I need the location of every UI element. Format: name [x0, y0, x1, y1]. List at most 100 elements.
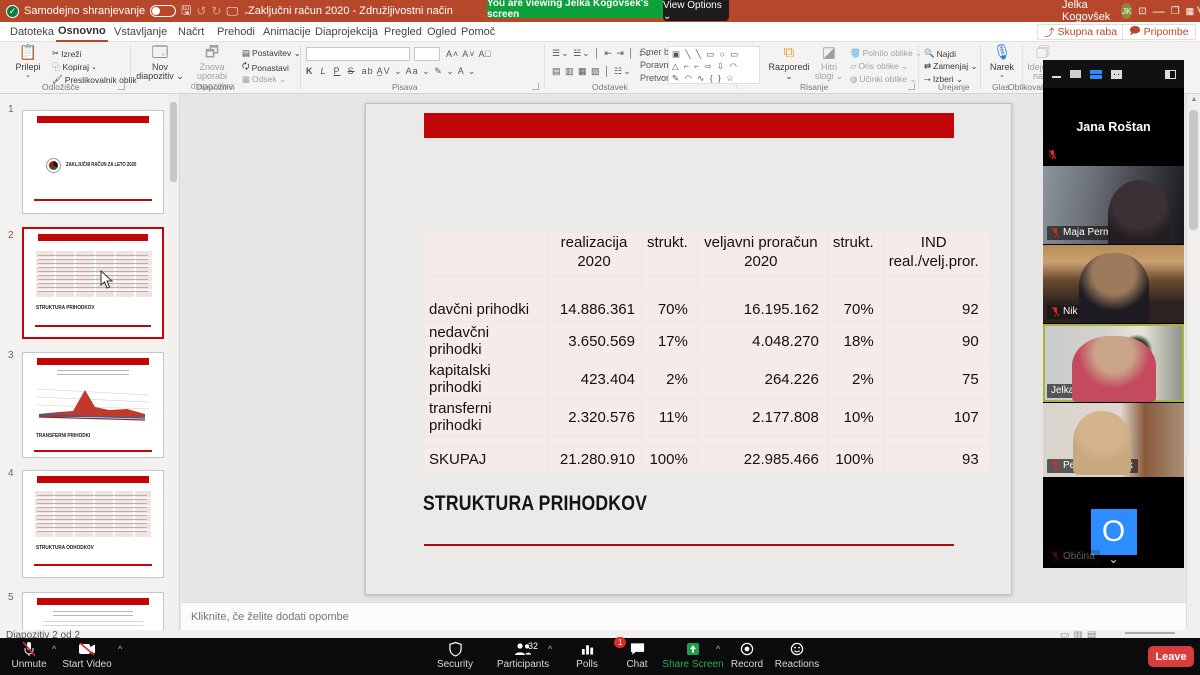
paragraph-align-buttons[interactable]: ▤ ▥ ▦ ▧ │ ☷⌄ — [552, 66, 632, 76]
view-switcher-icons[interactable]: ▭▥▤ — [1060, 630, 1101, 638]
restore-window-icon[interactable]: ❐ — [1170, 5, 1180, 17]
font-size-buttons[interactable]: A˄ A˅ A⃠ — [446, 49, 493, 59]
account-name[interactable]: Jelka Kogovšek — [1062, 0, 1111, 23]
share-button[interactable]: ⤴ Skupna raba — [1037, 24, 1125, 40]
strikethrough-button[interactable]: S — [347, 66, 355, 76]
shape-effects-button[interactable]: ◍ Učinki oblike ⌄ — [850, 74, 917, 84]
ribbon-options-icon[interactable]: ⊡ — [1138, 5, 1147, 17]
leave-button[interactable]: Leave — [1148, 646, 1194, 667]
paragraph-list-buttons[interactable]: ☰⌄ ☱⌄ │ ⇤ ⇥ │ ↕⌄ — [552, 48, 653, 58]
account-avatar[interactable]: JK — [1121, 3, 1133, 19]
slide-thumbnail-1[interactable]: ZAKLJUČNI RAČUN ZA LETO 2020 — [22, 110, 164, 214]
slide-thumbnail-2-selected[interactable]: STRUKTURA PRIHODKOV — [22, 227, 164, 339]
start-video-button[interactable]: Start Video — [52, 641, 122, 670]
tab-diaprojekcija[interactable]: Diaprojekcija — [315, 26, 378, 38]
scroll-up-icon[interactable]: ▲ — [1190, 96, 1198, 103]
drawing-dialog-launcher-icon[interactable] — [908, 83, 915, 90]
format-painter-button[interactable]: 🖌 Preslikovalnik oblik — [52, 74, 137, 85]
quick-access-chevron-icon[interactable]: ⌄ — [243, 6, 250, 16]
font-dialog-launcher-icon[interactable] — [532, 83, 539, 90]
tab-pomoc[interactable]: Pomoč — [461, 26, 496, 38]
participants-chevron-icon[interactable]: ^ — [548, 644, 553, 654]
italic-button[interactable]: L — [320, 66, 327, 76]
chat-button[interactable]: 1 Chat — [602, 637, 672, 670]
zoom-slider[interactable] — [1125, 632, 1175, 634]
participant-tile-active-speaker[interactable]: Jelka Kogovšek — [1043, 324, 1184, 402]
share-screen-button[interactable]: Share Screen — [658, 641, 728, 670]
reuse-slides-button[interactable]: 🗗 Znova uporabi diapozitive — [190, 44, 234, 92]
undo-icon[interactable]: ↺ — [196, 4, 207, 18]
participant-tile[interactable]: Maja Perme — [1043, 166, 1184, 244]
slide-thumbnail-5[interactable] — [22, 592, 164, 630]
participants-button[interactable]: Participants 32 — [496, 641, 550, 670]
select-button[interactable]: ⭢ Izberi ⌄ — [924, 74, 964, 84]
font-misc-buttons[interactable]: ab A̲V ⌄ Aa ⌄ ✎ ⌄ A ⌄ — [361, 66, 477, 76]
comments-button[interactable]: 🗩 Pripombe — [1122, 24, 1196, 40]
grid-view-icon[interactable] — [1111, 69, 1122, 79]
paragraph-group-label: Odstavek — [592, 82, 628, 92]
cut-button[interactable]: ✂ Izreži — [52, 48, 82, 59]
thumbnail-scrollbar[interactable] — [168, 94, 179, 630]
polls-button[interactable]: Polls — [552, 641, 622, 670]
slideshow-icon[interactable]: 🖵 — [226, 3, 239, 18]
record-button[interactable]: Record — [712, 641, 782, 670]
tab-osnovno[interactable]: Osnovno — [56, 22, 108, 42]
redo-icon[interactable]: ↻ — [211, 4, 222, 18]
tab-vstavljanje[interactable]: Vstavljanje — [114, 26, 168, 38]
copy-button[interactable]: ⿻ Kopiraj ⌄ — [52, 62, 97, 72]
video-options-chevron-icon[interactable]: ^ — [118, 644, 123, 654]
replace-button[interactable]: ⇄ Zamenjaj ⌄ — [924, 61, 978, 71]
minimize-window-icon[interactable]: — — [1152, 4, 1165, 18]
zoom-view-button[interactable]: ▦View — [1186, 5, 1200, 17]
tab-nacrt[interactable]: Načrt — [178, 26, 205, 38]
bold-button[interactable]: K — [306, 66, 314, 76]
tab-ogled[interactable]: Ogled — [427, 26, 457, 38]
unmute-button[interactable]: Unmute — [0, 641, 64, 670]
font-name-input[interactable] — [306, 47, 410, 61]
font-size-input[interactable] — [414, 47, 440, 61]
dictate-button[interactable]: 🎙 Narek ⌄ — [989, 44, 1014, 80]
find-button[interactable]: 🔍 Najdi — [924, 48, 956, 59]
tab-animacije[interactable]: Animacije — [263, 26, 311, 38]
arrange-button[interactable]: ⧉ Razporedi ⌄ — [768, 44, 810, 82]
view-options-dropdown[interactable]: View Options ⌄ — [663, 0, 729, 22]
autosave-toggle[interactable] — [150, 5, 177, 17]
speaker-view-icon[interactable] — [1070, 70, 1081, 78]
share-options-chevron-icon[interactable]: ^ — [716, 644, 721, 654]
underline-button[interactable]: P — [333, 66, 341, 76]
shape-fill-button[interactable]: 🪣 Polnilo oblike ⌄ — [850, 48, 923, 58]
shapes-gallery[interactable]: ▣ ╲ ╲ ▭ ○ ▭ △ ⌐ ⌐ ⇨ ⇩ ◠ ✎ ◠ ∿ { } ☆ — [668, 46, 760, 84]
new-slide-button[interactable]: 🗔 Nov diapozitiv ⌄ — [136, 44, 184, 82]
popout-icon[interactable] — [1165, 69, 1176, 79]
section-icon: ▦ — [242, 74, 251, 84]
video-off-icon — [79, 642, 95, 656]
save-icon[interactable]: 🖫 — [181, 2, 192, 17]
notes-placeholder[interactable]: Kliknite, če želite dodati opombe — [181, 602, 1186, 630]
gallery-view-icon[interactable] — [1090, 69, 1102, 79]
layout-button[interactable]: ▤ Postavitev ⌄ — [242, 48, 301, 58]
mic-options-chevron-icon[interactable]: ^ — [52, 644, 57, 654]
slide-thumbnail-4[interactable]: STRUKTURA ODHODKOV — [22, 470, 164, 578]
participant-tile[interactable]: Nik Gorišek — [1043, 245, 1184, 323]
tab-prehodi[interactable]: Prehodi — [217, 26, 255, 38]
reactions-button[interactable]: Reactions — [762, 641, 832, 670]
participant-tile[interactable]: Petra Zakrajšek — [1043, 403, 1184, 477]
slide-thumbnail-3[interactable]: TRANSFERNI PRIHODKI — [22, 352, 164, 458]
security-button[interactable]: Security — [420, 641, 490, 670]
minimize-panel-icon[interactable] — [1052, 71, 1061, 78]
slide-editing-surface[interactable]: realizacija 2020 strukt. veljavni prorač… — [365, 103, 1012, 595]
shape-outline-button[interactable]: ▱ Oris oblike ⌄ — [850, 61, 909, 71]
tab-pregled[interactable]: Pregled — [384, 26, 422, 38]
slide-number-4: 4 — [8, 468, 14, 479]
participant-tile[interactable]: O Občina ⌄ — [1043, 478, 1184, 568]
participant-tile[interactable]: Jana Roštan — [1043, 88, 1184, 165]
section-button[interactable]: ▦ Odsek ⌄ — [242, 74, 287, 84]
reset-button[interactable]: 🗘 Ponastavi — [242, 61, 289, 73]
quick-styles-button[interactable]: ◪ Hitri slogi ⌄ — [814, 44, 844, 82]
tab-datoteka[interactable]: Datoteka — [10, 26, 55, 38]
panel-expand-chevron-icon[interactable]: ⌄ — [1108, 552, 1119, 566]
paste-button[interactable]: 📋 Prilepi ⌄ — [15, 44, 41, 80]
clipboard-dialog-launcher-icon[interactable] — [118, 83, 125, 90]
zoom-panel-scrollbar[interactable] — [1184, 360, 1189, 456]
table-row: transferni prihodki 2.320.576 11% 2.177.808… — [425, 399, 989, 435]
